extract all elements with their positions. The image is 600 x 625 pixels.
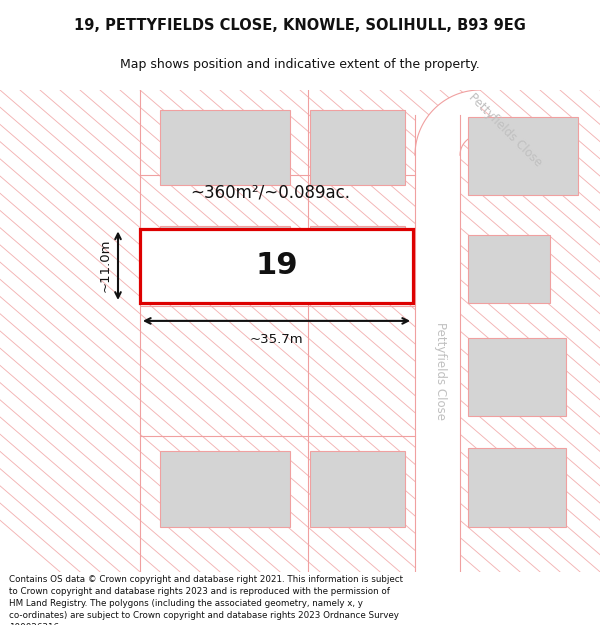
Text: Pettyfields Close: Pettyfields Close xyxy=(466,91,544,169)
Bar xyxy=(160,110,290,186)
Text: Contains OS data © Crown copyright and database right 2021. This information is : Contains OS data © Crown copyright and d… xyxy=(9,574,403,625)
Bar xyxy=(140,229,413,303)
Bar xyxy=(160,451,290,527)
Text: ~360m²/~0.089ac.: ~360m²/~0.089ac. xyxy=(190,183,350,201)
Text: 19: 19 xyxy=(255,251,298,280)
Text: Map shows position and indicative extent of the property.: Map shows position and indicative extent… xyxy=(120,58,480,71)
Text: ~35.7m: ~35.7m xyxy=(250,333,304,346)
Bar xyxy=(160,226,290,301)
Text: ~11.0m: ~11.0m xyxy=(99,239,112,292)
Bar xyxy=(415,115,460,572)
Bar xyxy=(310,451,405,527)
Bar xyxy=(310,226,405,301)
Polygon shape xyxy=(415,90,480,155)
Text: 19, PETTYFIELDS CLOSE, KNOWLE, SOLIHULL, B93 9EG: 19, PETTYFIELDS CLOSE, KNOWLE, SOLIHULL,… xyxy=(74,18,526,32)
Bar xyxy=(468,234,550,303)
Bar xyxy=(468,448,566,527)
Bar xyxy=(468,338,566,416)
Text: Pettyfields Close: Pettyfields Close xyxy=(434,322,447,420)
Bar xyxy=(468,117,578,196)
Bar xyxy=(310,110,405,186)
